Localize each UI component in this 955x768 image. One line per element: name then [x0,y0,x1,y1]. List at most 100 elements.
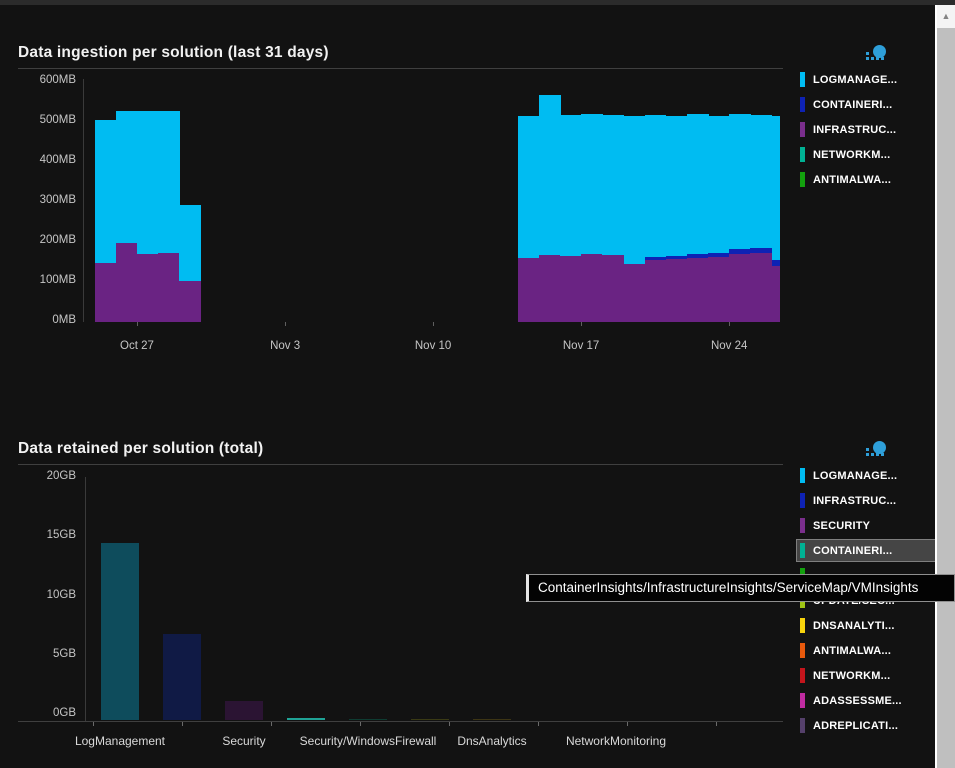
ingestion-segment-logmanagement [771,116,780,260]
retention-legend-item-antimalwa[interactable]: ANTIMALWA... [800,643,952,658]
retention-legend: LOGMANAGE... INFRASTRUC... SECURITY CONTAIN… [800,441,952,743]
legend-label: NETWORKM... [813,669,891,682]
scrollbar-thumb[interactable] [937,28,955,768]
scrollbar[interactable]: ▲ [937,5,955,768]
ingestion-segment-logmanagement [708,115,730,254]
ingestion-segment-infrastructureinsights [179,281,202,322]
ingestion-segment-infrastructureinsights [771,266,780,322]
ingestion-bar-nov-19[interactable] [623,116,646,322]
ingestion-bar-oct-25[interactable] [94,120,117,322]
retention-legend-item-infrastruc[interactable]: INFRASTRUC... [800,493,952,508]
retention-bar-slot-1[interactable] [163,633,201,720]
retention-bar-slot-3[interactable] [287,718,325,720]
legend-swatch [800,468,805,483]
log-analytics-icon-dots [866,52,869,55]
retention-x-tick [538,722,539,726]
ingestion-x-tick-label: Nov 10 [414,340,452,352]
retention-bar-logmanagement[interactable] [101,543,139,720]
ingestion-bar-nov-16[interactable] [560,114,582,322]
retention-bar-slot-5[interactable] [411,719,449,720]
retention-legend-item-containeri[interactable]: CONTAINERI... [800,543,952,558]
ingestion-bar-oct-27[interactable] [137,110,159,322]
ingestion-segment-logmanagement [137,110,159,254]
ingestion-bar-nov-24[interactable] [729,114,751,322]
retention-x-tick [182,722,183,726]
retention-legend-item-security[interactable]: SECURITY [800,518,952,533]
ingestion-legend-item-infrastruc[interactable]: INFRASTRUC... [800,122,952,137]
ingestion-y-tick-label: 400MB [39,154,76,166]
retention-legend-item-adassessme[interactable]: ADASSESSME... [800,693,952,708]
ingestion-bar-nov-26[interactable] [771,116,780,322]
retention-y-tick-label: 20GB [46,470,76,482]
ingestion-segment-logmanagement [686,113,709,254]
ingestion-bar-oct-28[interactable] [158,110,180,322]
legend-tooltip: ContainerInsights/InfrastructureInsights… [526,574,955,602]
ingestion-x-tick-label: Nov 24 [710,340,748,352]
ingestion-segment-infrastructureinsights [560,256,582,322]
ingestion-segment-logmanagement [581,114,603,254]
legend-label: CONTAINERI... [813,544,893,557]
ingestion-segment-containerinsights [750,248,773,254]
ingestion-x-tick-label: Nov 3 [270,340,301,352]
ingestion-legend-item-networkm[interactable]: NETWORKM... [800,147,952,162]
retention-legend-item-adreplicati[interactable]: ADREPLICATI... [800,718,952,733]
legend-label: LOGMANAGE... [813,469,898,482]
ingestion-title-divider [18,68,783,69]
legend-label: NETWORKM... [813,148,891,161]
ingestion-segment-logmanagement [750,115,773,249]
ingestion-x-tick [729,322,731,326]
ingestion-segment-infrastructureinsights [94,263,117,322]
ingestion-segment-logmanagement [560,114,582,256]
ingestion-bar-oct-29[interactable] [179,204,202,322]
scroll-up-button[interactable]: ▲ [937,5,955,28]
legend-swatch [800,147,805,162]
ingestion-segment-logmanagement [623,116,646,264]
retention-bar-security[interactable] [225,701,263,720]
ingestion-legend-item-antimalwa[interactable]: ANTIMALWA... [800,172,952,187]
retention-x-label: DnsAnalytics [457,734,527,748]
legend-swatch [800,72,805,87]
ingestion-bar-nov-14[interactable] [517,116,540,322]
legend-label: DNSANALYTI... [813,619,895,632]
retention-bar-security-windowsfirewall[interactable] [349,719,387,720]
ingestion-y-axis [83,79,84,322]
ingestion-bar-nov-18[interactable] [602,115,625,322]
ingestion-x-tick [433,322,435,326]
ingestion-bar-nov-21[interactable] [665,115,688,322]
retention-y-tick-label: 0GB [52,707,76,719]
ingestion-chart-title: Data ingestion per solution (last 31 day… [18,44,329,61]
retention-title-divider [18,464,783,465]
retention-x-label: NetworkMonitoring [565,734,667,748]
ingestion-bar-nov-25[interactable] [750,115,773,322]
retention-legend-item-dnsanalyti[interactable]: DNSANALYTI... [800,618,952,633]
ingestion-bar-nov-15[interactable] [538,95,561,322]
ingestion-segment-logmanagement [115,110,138,244]
legend-swatch [800,493,805,508]
ingestion-legend-item-logmanage[interactable]: LOGMANAGE... [800,72,952,87]
ingestion-segment-logmanagement [158,110,180,254]
ingestion-segment-logmanagement [602,115,625,255]
ingestion-bar-nov-20[interactable] [644,114,667,322]
ingestion-legend-item-containeri[interactable]: CONTAINERI... [800,97,952,112]
ingestion-bar-nov-23[interactable] [708,115,730,322]
window-top-border [0,0,955,5]
legend-swatch [800,718,805,733]
ingestion-bar-oct-26[interactable] [115,110,138,322]
ingestion-bar-nov-17[interactable] [581,114,603,322]
ingestion-bar-nov-22[interactable] [686,113,709,322]
ingestion-x-tick [285,322,287,326]
ingestion-segment-containerinsights [644,256,667,260]
retention-bar-dnsanalytics[interactable] [473,719,511,720]
legend-label: LOGMANAGE... [813,73,898,86]
retention-x-label: Security [222,734,266,748]
retention-x-tick [360,722,361,726]
retention-plot [85,470,780,720]
retention-baseline [18,721,783,722]
retention-y-tick-label: 15GB [46,529,76,542]
retention-legend-item-networkm[interactable]: NETWORKM... [800,668,952,683]
ingestion-segment-containerinsights [708,253,730,258]
ingestion-plot [83,75,780,322]
legend-label: INFRASTRUC... [813,494,897,507]
retention-legend-item-logmanage[interactable]: LOGMANAGE... [800,468,952,483]
